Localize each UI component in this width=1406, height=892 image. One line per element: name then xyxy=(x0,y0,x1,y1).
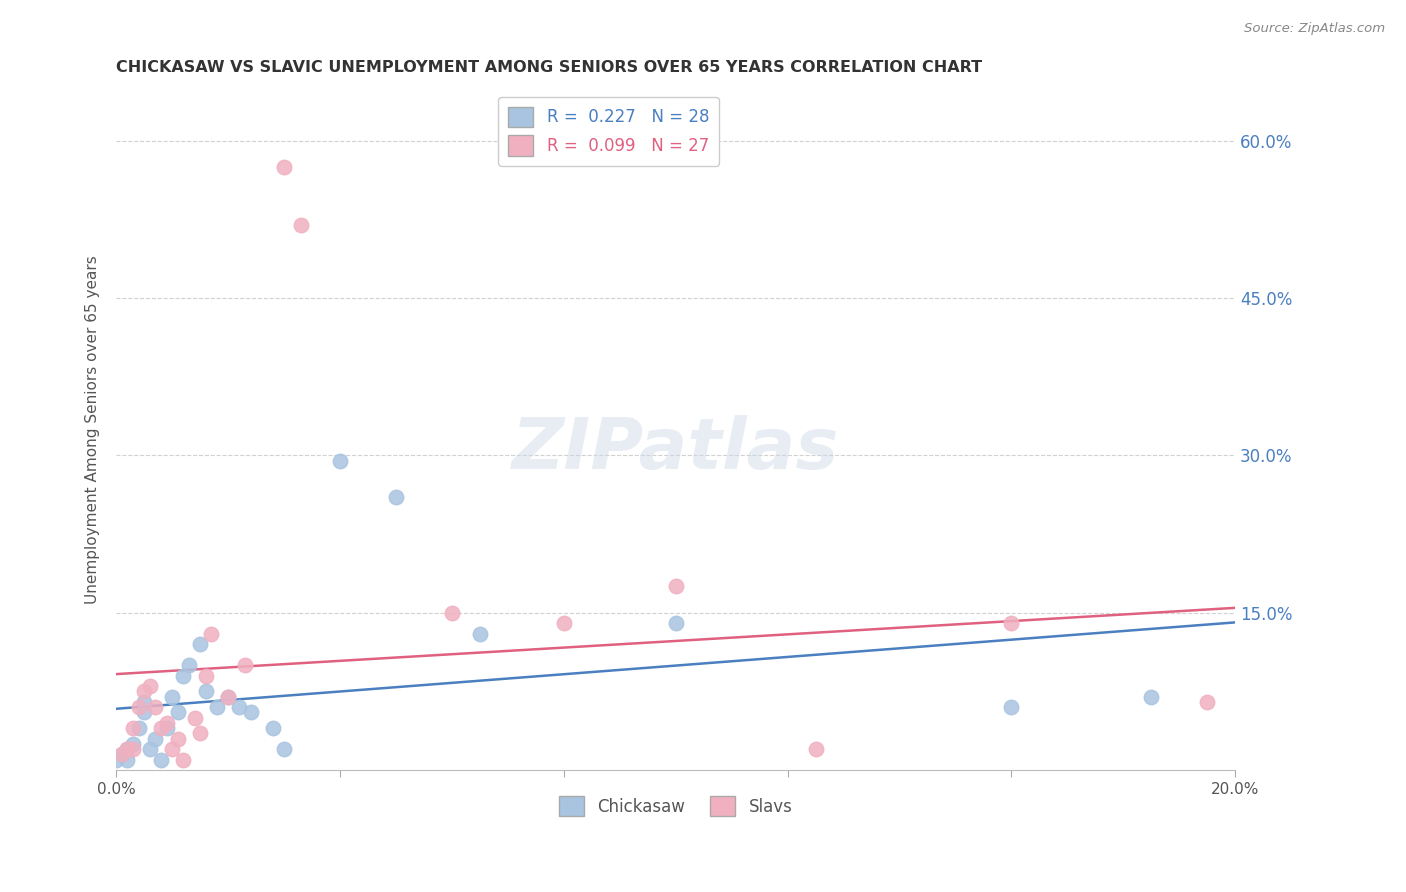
Point xyxy=(188,637,211,651)
Point xyxy=(290,218,312,232)
Point xyxy=(105,752,128,766)
Text: Source: ZipAtlas.com: Source: ZipAtlas.com xyxy=(1244,22,1385,36)
Point xyxy=(273,742,295,756)
Point xyxy=(122,742,145,756)
Point xyxy=(665,579,688,593)
Point xyxy=(134,706,156,720)
Point xyxy=(1000,700,1022,714)
Point xyxy=(194,684,217,698)
Point xyxy=(329,453,352,467)
Point xyxy=(150,721,173,735)
Text: CHICKASAW VS SLAVIC UNEMPLOYMENT AMONG SENIORS OVER 65 YEARS CORRELATION CHART: CHICKASAW VS SLAVIC UNEMPLOYMENT AMONG S… xyxy=(117,60,983,75)
Point xyxy=(128,721,150,735)
Point xyxy=(160,690,183,704)
Point xyxy=(468,626,491,640)
Point xyxy=(150,752,173,766)
Point xyxy=(228,700,250,714)
Point xyxy=(273,160,295,174)
Point xyxy=(1140,690,1163,704)
Point xyxy=(1000,616,1022,631)
Point xyxy=(217,690,239,704)
Point xyxy=(122,737,145,751)
Point xyxy=(183,710,205,724)
Point xyxy=(233,658,256,673)
Point xyxy=(134,695,156,709)
Point xyxy=(172,668,194,682)
Point xyxy=(145,700,167,714)
Point xyxy=(166,731,188,746)
Point xyxy=(156,715,179,730)
Point xyxy=(553,616,575,631)
Point xyxy=(128,700,150,714)
Point xyxy=(804,742,827,756)
Point xyxy=(205,700,228,714)
Point xyxy=(172,752,194,766)
Point xyxy=(139,742,162,756)
Point xyxy=(385,491,408,505)
Point xyxy=(188,726,211,740)
Point xyxy=(177,658,200,673)
Point xyxy=(134,684,156,698)
Point xyxy=(166,706,188,720)
Point xyxy=(217,690,239,704)
Point xyxy=(239,706,262,720)
Point xyxy=(160,742,183,756)
Point xyxy=(117,742,139,756)
Point xyxy=(156,721,179,735)
Point xyxy=(111,747,134,762)
Point xyxy=(1197,695,1219,709)
Point xyxy=(117,752,139,766)
Point xyxy=(665,616,688,631)
Point xyxy=(145,731,167,746)
Point xyxy=(440,606,463,620)
Legend: Chickasaw, Slavs: Chickasaw, Slavs xyxy=(553,789,799,823)
Point xyxy=(117,742,139,756)
Text: ZIPatlas: ZIPatlas xyxy=(512,415,839,484)
Point xyxy=(200,626,222,640)
Point xyxy=(122,721,145,735)
Point xyxy=(262,721,284,735)
Point xyxy=(111,747,134,762)
Point xyxy=(194,668,217,682)
Point xyxy=(139,679,162,693)
Y-axis label: Unemployment Among Seniors over 65 years: Unemployment Among Seniors over 65 years xyxy=(86,255,100,604)
